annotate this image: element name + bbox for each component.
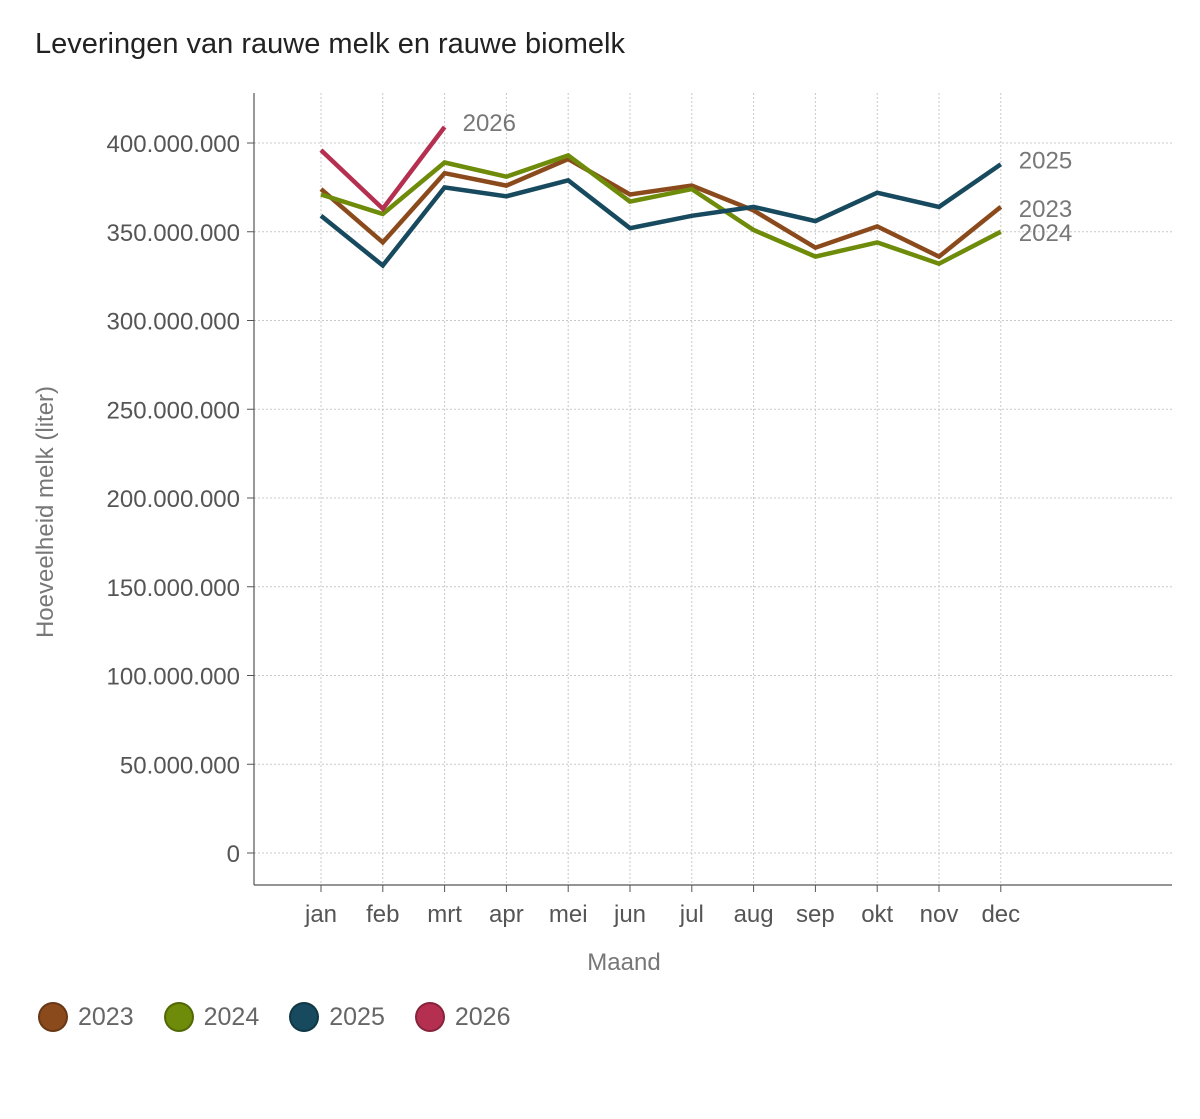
y-tick-label: 350.000.000 xyxy=(107,220,240,247)
series-line-2025[interactable] xyxy=(319,162,1003,269)
y-tick-label: 200.000.000 xyxy=(107,486,240,513)
y-tick-labels: 0 50.000.000 100.000.000 150.000.000 200.000… xyxy=(107,131,240,868)
series-end-label-2024: 2024 xyxy=(1019,220,1072,247)
legend-swatch xyxy=(38,1002,68,1032)
x-tick-label: aug xyxy=(734,901,774,928)
x-tick-label: apr xyxy=(489,901,524,928)
y-axis-label: Hoeveelheid melk (liter) xyxy=(32,386,59,638)
legend-label: 2025 xyxy=(329,1002,385,1031)
x-tick-label: jun xyxy=(613,901,646,928)
legend-swatch xyxy=(289,1002,320,1032)
grid-lines xyxy=(254,93,1172,885)
y-tick-label: 300.000.000 xyxy=(107,309,240,336)
legend-swatch xyxy=(414,1002,445,1032)
x-tick-label: jul xyxy=(679,901,704,928)
series-line-2024[interactable] xyxy=(320,152,1002,267)
legend: 2023 2024 2025 2026 xyxy=(38,1002,541,1032)
x-tick-label: sep xyxy=(796,901,835,928)
chart-title: Leveringen van rauwe melk en rauwe biome… xyxy=(35,28,625,60)
legend-item-2026[interactable]: 2026 xyxy=(414,1002,511,1032)
axes xyxy=(247,93,1172,892)
y-tick-label: 0 xyxy=(227,841,240,868)
legend-item-2024[interactable]: 2024 xyxy=(163,1002,260,1032)
y-tick-label: 50.000.000 xyxy=(120,752,240,779)
y-tick-label: 250.000.000 xyxy=(107,397,240,424)
x-axis-label: Maand xyxy=(587,949,660,976)
series-end-label-2025: 2025 xyxy=(1019,147,1072,174)
x-tick-label: nov xyxy=(920,901,959,928)
x-tick-label: okt xyxy=(861,901,893,928)
x-tick-label: mei xyxy=(549,901,588,928)
legend-label: 2023 xyxy=(78,1002,134,1031)
y-tick-label: 100.000.000 xyxy=(107,664,240,691)
x-tick-labels: jan feb mrt apr mei jun jul aug sep okt nov dec xyxy=(304,901,1020,928)
series-end-label-2023: 2023 xyxy=(1019,196,1072,223)
legend-label: 2026 xyxy=(454,1002,511,1031)
legend-item-2023[interactable]: 2023 xyxy=(38,1002,134,1032)
series-lines xyxy=(319,125,1003,269)
x-tick-label: dec xyxy=(981,901,1020,928)
series-end-label-2026: 2026 xyxy=(463,110,516,137)
x-tick-label: mrt xyxy=(427,901,462,928)
legend-swatch xyxy=(163,1002,194,1032)
series-line-2023[interactable] xyxy=(319,156,1003,260)
x-tick-label: feb xyxy=(366,901,399,928)
y-tick-label: 400.000.000 xyxy=(107,131,240,158)
legend-label: 2024 xyxy=(203,1002,260,1031)
x-tick-label: jan xyxy=(304,901,337,928)
series-line-2026[interactable] xyxy=(319,125,447,213)
line-chart: 0 50.000.000 100.000.000 150.000.000 200.000… xyxy=(32,93,1172,976)
legend-item-2025[interactable]: 2025 xyxy=(289,1002,385,1032)
y-tick-label: 150.000.000 xyxy=(107,575,240,602)
